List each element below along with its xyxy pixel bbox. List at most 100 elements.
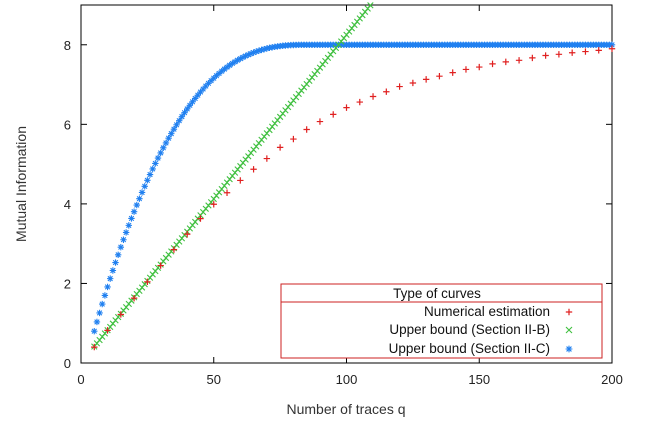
- point-ii-c: [157, 149, 164, 157]
- point-numerical: [276, 144, 284, 151]
- point-ii-c: [125, 222, 132, 229]
- point-ii-c: [93, 318, 101, 326]
- point-ii-c: [109, 267, 117, 274]
- point-ii-c: [199, 85, 207, 93]
- legend: Type of curves Numerical estimation Uppe…: [280, 283, 603, 359]
- point-numerical: [529, 54, 536, 62]
- point-ii-c: [197, 88, 204, 96]
- point-ii-c: [181, 109, 188, 116]
- point-numerical: [210, 201, 217, 208]
- legend-label-numerical: Numerical estimation: [424, 304, 550, 319]
- point-ii-c: [138, 189, 146, 196]
- point-ii-c: [260, 45, 268, 53]
- point-numerical: [157, 262, 164, 269]
- point-ii-c: [96, 309, 103, 317]
- point-numerical: [502, 58, 509, 66]
- point-ii-c: [239, 54, 247, 61]
- point-numerical: [369, 93, 377, 100]
- point-ii-c: [242, 52, 249, 60]
- point-ii-c: [101, 292, 109, 299]
- point-ii-c: [247, 50, 255, 57]
- point-ii-c: [218, 68, 225, 75]
- point-numerical: [462, 66, 470, 73]
- point-numerical: [383, 88, 390, 95]
- axis-tick-labels: 0 50 100 150 200 0 2 4 6 8: [64, 38, 623, 387]
- point-ii-c: [146, 171, 154, 178]
- point-numerical: [436, 73, 443, 80]
- x-tick-label-2: 100: [336, 372, 358, 387]
- point-ii-c: [608, 41, 616, 48]
- point-numerical: [409, 79, 417, 87]
- legend-marker-bound-b: [565, 326, 573, 334]
- point-ii-c: [263, 45, 271, 52]
- x-tick-label-1: 50: [207, 372, 221, 387]
- point-ii-c: [207, 77, 215, 84]
- legend-title: Type of curves: [393, 286, 481, 301]
- y-tick-label-0: 0: [64, 356, 71, 371]
- point-ii-c: [189, 98, 196, 105]
- point-ii-c: [154, 154, 162, 162]
- point-numerical: [476, 63, 483, 71]
- point-ii-c: [253, 48, 260, 55]
- point-ii-c: [152, 160, 159, 167]
- point-ii-c: [231, 58, 239, 65]
- point-ii-c: [178, 113, 186, 120]
- point-numerical: [170, 246, 178, 253]
- point-ii-c: [117, 243, 125, 251]
- point-ii-c: [165, 135, 172, 142]
- point-ii-c: [130, 208, 138, 215]
- x-tick-label-4: 200: [601, 372, 623, 387]
- series-upper-bound-ii-c: [91, 41, 616, 335]
- data-series: [91, 2, 616, 351]
- point-numerical: [449, 69, 456, 76]
- point-ii-c: [186, 102, 194, 109]
- point-numerical: [542, 52, 549, 59]
- point-numerical: [223, 189, 231, 196]
- point-ii-c: [114, 251, 122, 258]
- point-numerical: [316, 118, 324, 125]
- point-numerical: [144, 278, 151, 286]
- point-ii-c: [184, 105, 191, 113]
- legend-label-bound-b: Upper bound (Section II-B): [389, 322, 550, 337]
- point-numerical: [422, 76, 430, 83]
- y-tick-label-2: 4: [64, 197, 71, 212]
- point-ii-c: [205, 80, 212, 87]
- point-numerical: [330, 111, 337, 118]
- point-ii-c: [237, 55, 244, 62]
- point-ii-c: [133, 201, 140, 209]
- axis-ticks: [80, 5, 613, 364]
- point-ii-c: [221, 65, 228, 73]
- point-numerical: [303, 126, 310, 133]
- point-numerical: [515, 57, 523, 64]
- point-ii-c: [104, 283, 111, 291]
- point-numerical: [184, 230, 191, 238]
- point-numerical: [130, 294, 138, 302]
- point-ii-c: [226, 62, 233, 69]
- point-numerical: [595, 47, 602, 54]
- point-numerical: [117, 311, 125, 318]
- y-tick-label-1: 2: [64, 276, 71, 291]
- y-axis-label: Mutual Information: [13, 126, 29, 242]
- x-tick-label-3: 150: [468, 372, 490, 387]
- point-numerical: [343, 104, 350, 111]
- point-ii-c: [210, 74, 217, 82]
- point-ii-c: [120, 236, 127, 243]
- point-numerical: [197, 215, 204, 222]
- point-ii-c: [107, 275, 114, 282]
- point-ii-c: [229, 60, 236, 67]
- point-ii-c: [168, 130, 175, 137]
- point-ii-c: [202, 82, 209, 90]
- point-ii-c: [160, 144, 167, 152]
- point-ii-c: [215, 70, 223, 77]
- x-axis-label: Number of traces q: [286, 401, 405, 417]
- point-numerical: [489, 60, 496, 68]
- point-ii-c: [128, 215, 135, 222]
- point-ii-c: [245, 51, 252, 58]
- x-tick-label-0: 0: [77, 372, 84, 387]
- point-ii-c: [136, 195, 143, 202]
- point-ii-c: [176, 117, 183, 124]
- point-numerical: [290, 135, 297, 143]
- point-numerical: [263, 155, 271, 162]
- point-numerical: [104, 327, 111, 334]
- point-ii-c: [162, 139, 170, 147]
